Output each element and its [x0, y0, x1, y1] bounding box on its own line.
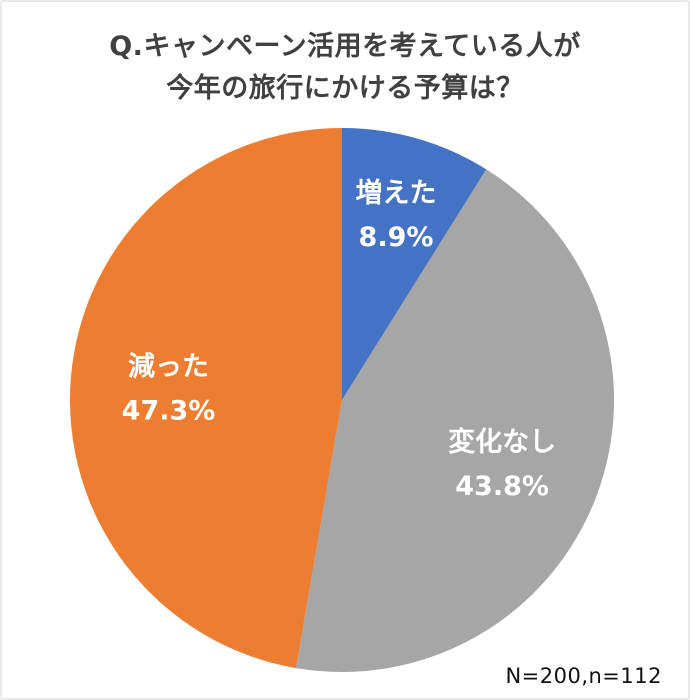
chart-title-line2: 今年の旅行にかける予算は？: [166, 72, 524, 104]
chart-title: Q.キャンペーン活用を考えている人が 今年の旅行にかける予算は？: [2, 26, 688, 110]
pie-slice-label-0: 増えた 8.9%: [356, 177, 437, 253]
sample-size-note: N=200,n=112: [505, 664, 662, 688]
pie-slice-2: [69, 127, 343, 669]
pie-slice-label-2: 減った 47.3%: [122, 351, 216, 426]
chart-title-line1: Q.キャンペーン活用を考えている人が: [109, 31, 581, 62]
pie-slice-label-1: 変化なし 43.8%: [448, 426, 556, 502]
pie-slice-1: [296, 169, 615, 673]
pie-slice-0: [342, 128, 487, 400]
